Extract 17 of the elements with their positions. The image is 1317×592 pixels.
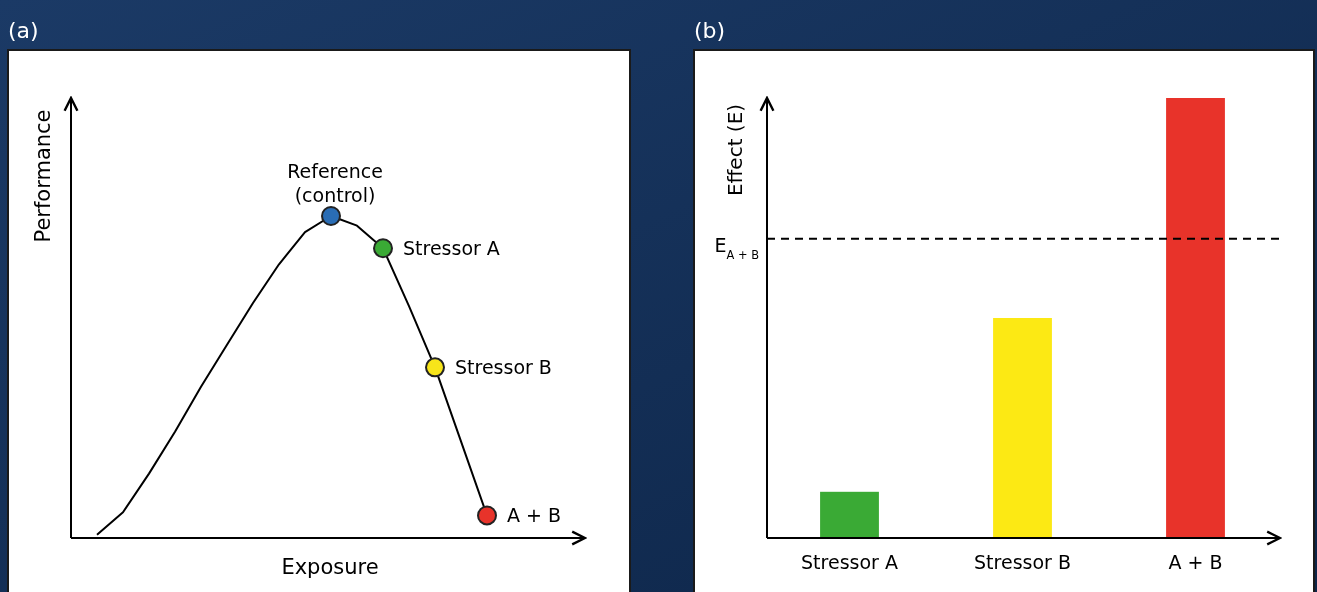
text: Reference (control)	[287, 160, 383, 206]
annotation: Stressor A	[403, 237, 500, 260]
x-tick-label: A + B	[1168, 551, 1223, 573]
ref-line-label: E$_{A + B}$	[714, 233, 760, 262]
point	[425, 357, 445, 378]
x-axis-title: Exposure	[281, 555, 379, 579]
point	[477, 505, 497, 526]
point	[373, 238, 393, 259]
chart-title: (a)	[8, 18, 39, 43]
annotation: Stressor B	[455, 356, 552, 379]
point	[321, 206, 341, 226]
y-axis-title: Effect (E)	[723, 103, 747, 197]
annotation: A + B	[507, 504, 562, 527]
x-tick-label: Stressor B	[974, 551, 1071, 573]
x-tick-label: Stressor A	[801, 551, 898, 573]
chart-title: (b)	[694, 18, 726, 43]
y-axis-title: Performance	[31, 109, 55, 243]
